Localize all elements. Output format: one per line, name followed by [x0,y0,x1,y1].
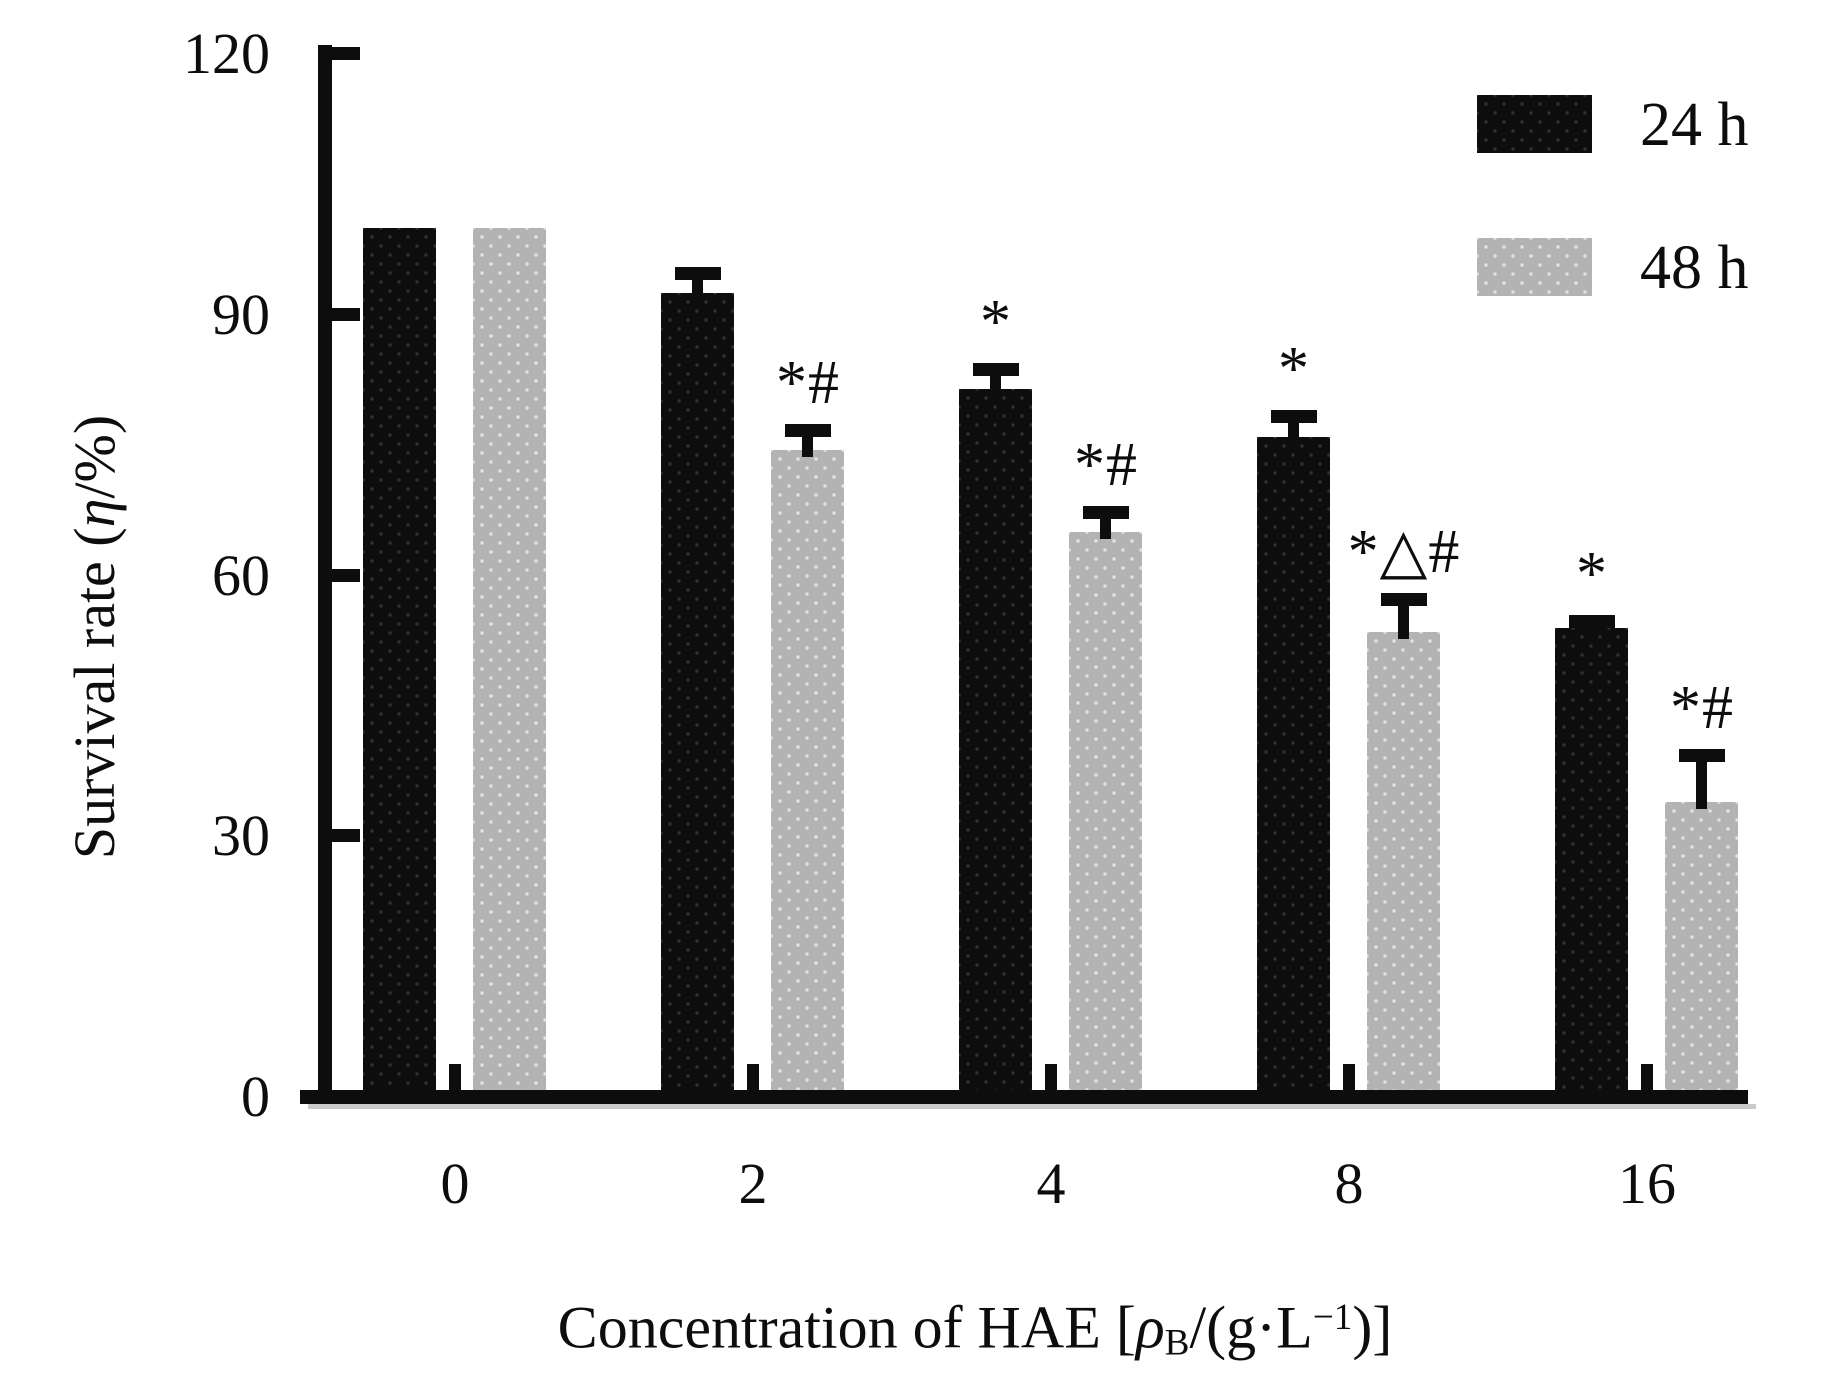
y-tick-label-120: 120 [183,21,270,86]
error-bar-stem [1398,605,1409,639]
x-tick-label-2: 2 [738,1151,768,1216]
bar-48h-x8 [1367,632,1440,1096]
x-pair-tick-8 [1343,1064,1355,1090]
bar-48h-x4 [1069,532,1142,1096]
x-tick-label-16: 16 [1618,1151,1676,1216]
significance-annotation: *△# [1347,518,1461,586]
error-bar-cap [785,424,831,437]
significance-annotation: * [1278,335,1310,403]
y-tick-90 [322,308,360,321]
x-pair-tick-4 [1045,1064,1057,1090]
error-bar-cap [1271,410,1317,423]
y-tick-30 [322,829,360,842]
x-axis-title-rho-subscript: B [1164,1322,1190,1364]
error-bar-cap [1381,593,1427,606]
x-axis-title-close: )] [1352,1294,1393,1361]
significance-annotation: * [980,288,1012,356]
y-tick-120 [322,47,360,60]
legend-swatch-48h [1477,238,1592,296]
bar-48h-x16 [1665,802,1738,1096]
x-axis-title: Concentration of HAE [ρB/(g·L−1)] [275,1286,1675,1375]
x-axis-line [300,1090,1748,1104]
error-bar-stem [692,279,703,300]
y-tick-label-0: 0 [241,1064,270,1129]
legend-swatch-24h [1477,95,1592,153]
x-tick-label-8: 8 [1334,1151,1364,1216]
x-pair-tick-2 [747,1064,759,1090]
error-bar-cap [1083,506,1129,519]
error-bar-stem [990,375,1001,396]
bar-48h-x2 [771,450,844,1096]
significance-annotation: *# [776,349,840,417]
x-tick-label-4: 4 [1036,1151,1066,1216]
error-bar-stem [1288,422,1299,444]
x-axis-title-rho: ρ [1135,1294,1165,1361]
bar-24h-x0 [363,228,436,1096]
bar-24h-x8 [1257,437,1330,1096]
error-bar-cap [675,267,721,280]
bar-24h-x2 [661,293,734,1096]
x-pair-tick-16 [1641,1064,1653,1090]
y-tick-label-60: 60 [212,543,270,608]
x-axis-shadow [308,1104,1756,1109]
y-tick-label-90: 90 [212,282,270,347]
legend-label-24h: 24 h [1640,91,1749,159]
y-axis-title-eta: η [62,498,127,528]
error-bar-cap [1679,749,1725,762]
legend-label-48h: 48 h [1640,234,1749,302]
significance-annotation: *# [1670,674,1734,742]
y-tick-60 [322,569,360,582]
error-bar-stem [802,436,813,457]
x-tick-label-0: 0 [440,1151,470,1216]
x-axis-title-text: Concentration of HAE [ [557,1294,1136,1361]
bar-24h-x4 [959,389,1032,1096]
significance-annotation: * [1576,540,1608,608]
error-bar-cap [973,363,1019,376]
x-pair-tick-0 [449,1064,461,1090]
error-bar-stem [1696,761,1707,809]
y-tick-label-30: 30 [212,803,270,868]
bar-48h-x0 [473,228,546,1096]
error-bar-stem [1100,518,1111,539]
bar-24h-x16 [1555,628,1628,1096]
y-axis-title-units: /%) [62,414,127,499]
significance-annotation: *# [1074,431,1138,499]
x-axis-title-units: /(g·L [1189,1294,1313,1361]
error-bar-stem [1586,627,1597,635]
error-bar-cap [1569,615,1615,628]
x-axis-title-exponent: −1 [1312,1297,1353,1338]
